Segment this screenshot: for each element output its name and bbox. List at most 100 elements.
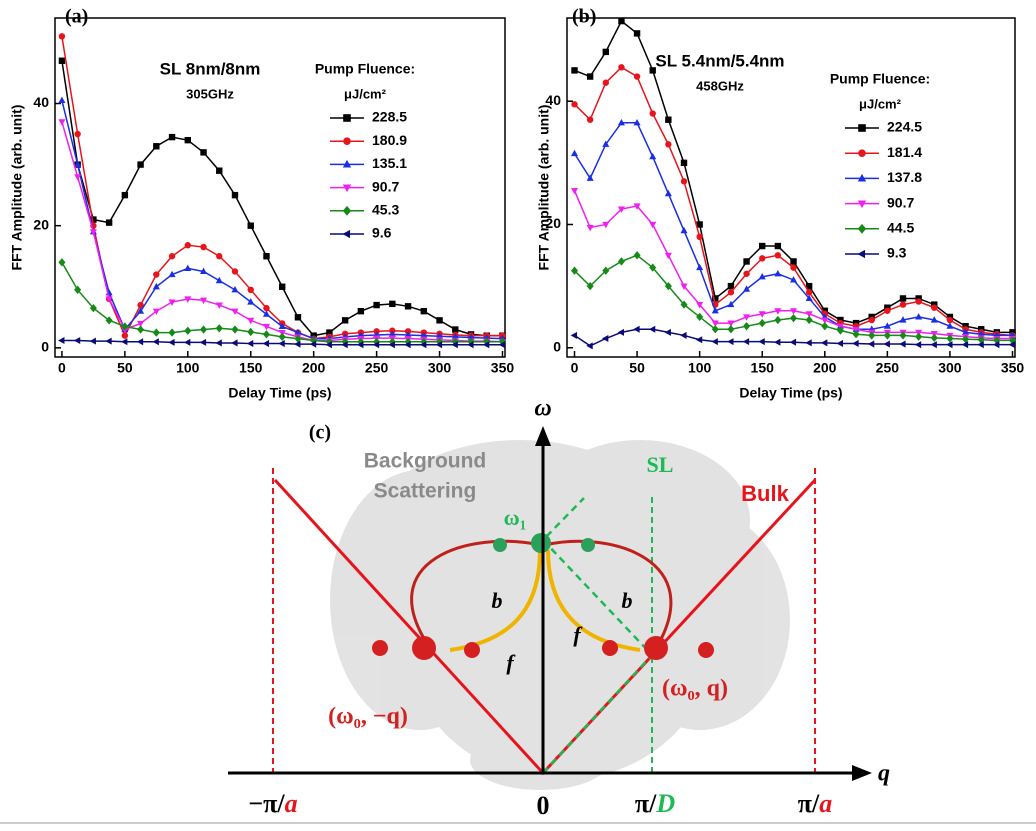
marker [73,336,81,345]
marker [105,337,112,345]
marker [215,324,223,333]
marker [727,320,735,327]
marker [790,264,797,271]
marker [482,341,490,349]
legend-label: 90.7 [887,194,914,210]
marker [915,332,923,341]
marker [805,311,813,318]
x-axis-label: Delay Time (ps) [228,385,331,401]
marker [852,339,859,347]
marker [570,188,579,195]
marker [899,295,907,302]
marker [200,243,207,251]
marker [294,334,302,343]
marker [774,315,782,325]
marker [743,285,751,292]
marker [805,282,813,290]
marker [617,328,624,336]
marker [946,334,954,343]
marker [727,300,735,308]
marker [649,221,657,229]
marker [915,313,923,320]
marker [899,316,907,323]
marker [884,307,891,314]
plot-frame [54,17,506,358]
background-label: Scattering [374,480,477,503]
marker [868,316,875,324]
marker [867,340,875,348]
marker [664,281,672,291]
marker [742,338,750,346]
marker [105,316,113,325]
marker [467,341,474,349]
marker [774,242,782,250]
label-part: D [655,789,675,818]
marker [231,268,239,275]
marker [789,338,797,346]
marker [89,229,97,236]
marker [58,96,66,104]
marker [680,331,687,339]
q-tick-label: π/a [798,789,832,818]
marker [152,338,159,346]
marker [680,283,688,290]
marker [857,200,867,209]
x-tick-label: 250 [876,360,900,376]
marker [946,316,954,324]
marker [168,299,176,306]
marker [586,342,593,350]
marker [602,79,609,86]
marker [774,338,781,346]
marker [680,159,688,167]
marker [200,267,208,275]
x-tick-label: 200 [813,360,837,376]
marker [648,325,656,333]
marker [278,322,286,330]
marker [805,294,813,302]
marker [451,341,458,349]
marker [137,325,145,334]
marker [231,285,239,293]
marker [743,322,751,331]
marker [58,119,66,126]
marker [727,282,735,290]
marker [89,303,97,313]
marker [758,311,766,318]
marker [168,328,176,337]
marker [618,17,625,25]
marker [184,264,192,271]
marker [373,301,380,309]
sl-dispersion [541,497,654,774]
marker [137,301,144,309]
marker [262,310,270,317]
marker [420,331,428,339]
marker [961,341,969,349]
marker [184,296,192,303]
forward-label: f [506,650,516,675]
marker [58,57,66,64]
marker [451,333,459,340]
marker [790,258,797,265]
legend-label: 9.6 [372,225,392,241]
marker [199,338,207,346]
x-tick-label: 300 [938,360,962,376]
x-tick-label: 150 [751,360,775,376]
marker [216,167,223,174]
marker [696,302,704,309]
marker [868,331,876,340]
legend-unit: μJ/cm² [344,86,387,101]
marker [388,330,396,337]
marker [325,341,332,349]
backward-label: b [492,588,503,613]
marker [617,257,625,266]
marker [310,336,318,345]
marker [858,149,866,157]
marker [664,252,672,260]
marker [247,298,255,305]
x-tick-label: 100 [176,360,200,376]
marker [152,308,160,316]
marker [121,322,129,331]
marker [602,140,610,147]
marker [136,338,144,346]
marker [946,341,953,349]
